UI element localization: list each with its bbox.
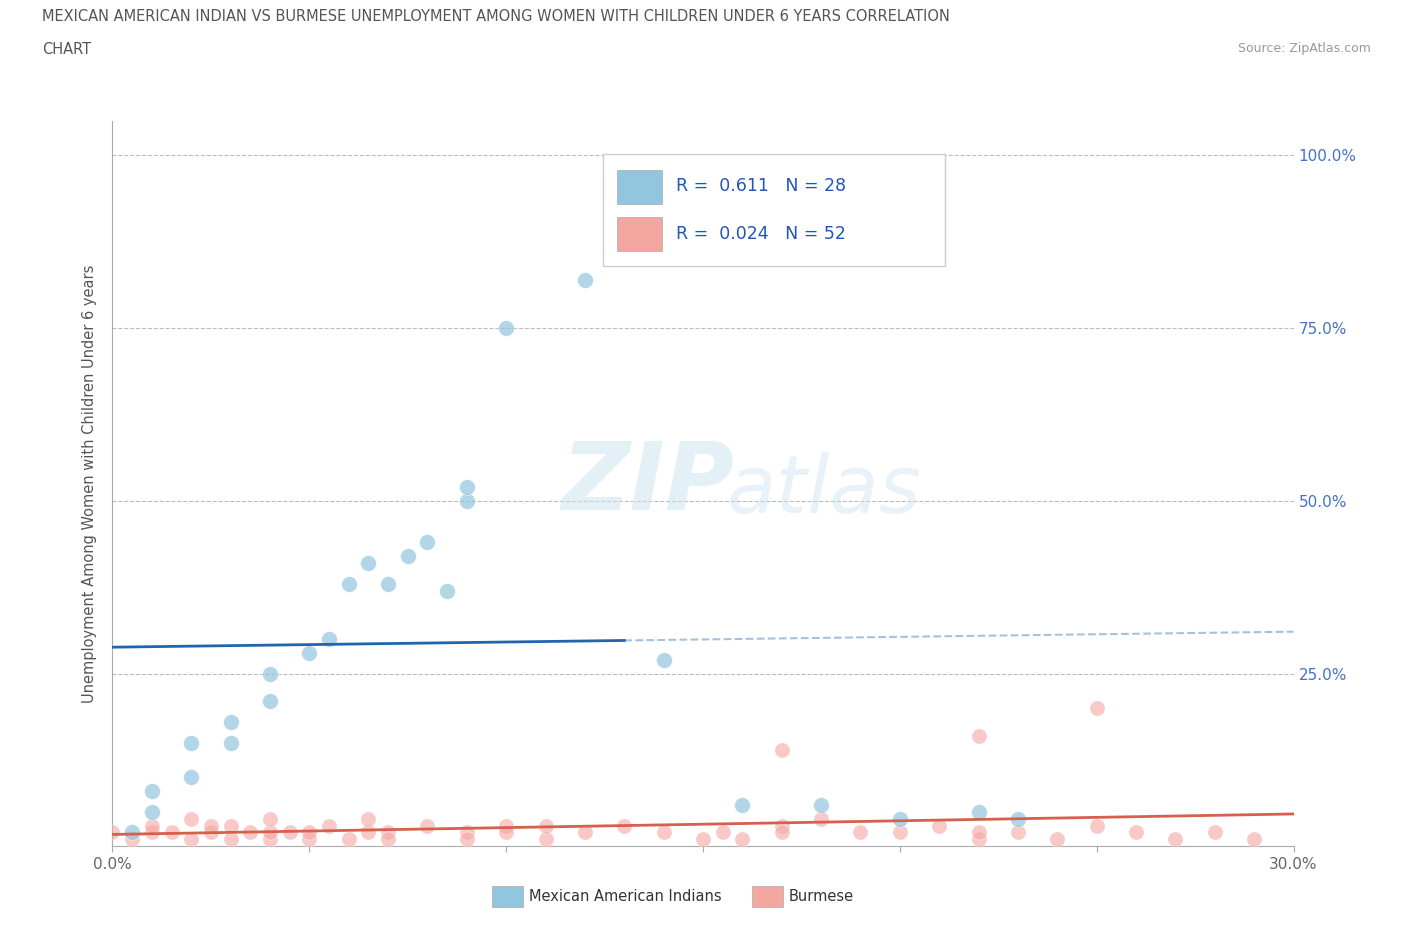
Text: Mexican American Indians: Mexican American Indians xyxy=(529,889,721,904)
FancyBboxPatch shape xyxy=(617,217,662,251)
Point xyxy=(731,797,754,812)
Point xyxy=(456,825,478,840)
Point xyxy=(298,832,321,847)
Point xyxy=(711,825,734,840)
Point xyxy=(495,818,517,833)
Point xyxy=(298,825,321,840)
Point xyxy=(770,825,793,840)
Point xyxy=(259,694,281,709)
Point xyxy=(180,832,202,847)
Point xyxy=(141,804,163,819)
Point xyxy=(259,832,281,847)
FancyBboxPatch shape xyxy=(617,169,662,205)
Point xyxy=(141,784,163,799)
Point xyxy=(219,818,242,833)
Point xyxy=(318,818,340,833)
Text: Burmese: Burmese xyxy=(789,889,853,904)
Point xyxy=(416,535,439,550)
Point xyxy=(180,811,202,826)
Point xyxy=(652,825,675,840)
Point xyxy=(1085,700,1108,715)
Point xyxy=(1046,832,1069,847)
Point xyxy=(967,825,990,840)
Point xyxy=(357,555,380,570)
Point xyxy=(652,652,675,667)
Point xyxy=(495,321,517,336)
Point xyxy=(889,811,911,826)
Text: R =  0.024   N = 52: R = 0.024 N = 52 xyxy=(676,225,846,243)
Point xyxy=(180,770,202,785)
Point xyxy=(574,272,596,287)
Point xyxy=(337,832,360,847)
Point xyxy=(456,480,478,495)
Point xyxy=(967,804,990,819)
Point xyxy=(534,818,557,833)
Text: atlas: atlas xyxy=(727,452,921,530)
Point xyxy=(298,645,321,660)
Point xyxy=(1243,832,1265,847)
Point xyxy=(731,832,754,847)
Point xyxy=(219,736,242,751)
Point xyxy=(1125,825,1147,840)
Point xyxy=(574,825,596,840)
Point xyxy=(967,832,990,847)
Point xyxy=(456,494,478,509)
Point xyxy=(101,825,124,840)
Point xyxy=(810,797,832,812)
Point xyxy=(357,825,380,840)
Text: R =  0.611   N = 28: R = 0.611 N = 28 xyxy=(676,178,846,195)
Point xyxy=(141,818,163,833)
Point xyxy=(259,666,281,681)
Point xyxy=(337,577,360,591)
Point xyxy=(613,818,636,833)
FancyBboxPatch shape xyxy=(603,153,945,266)
Point xyxy=(770,742,793,757)
Point xyxy=(416,818,439,833)
Point xyxy=(928,818,950,833)
Point xyxy=(121,825,143,840)
Point xyxy=(810,811,832,826)
Point xyxy=(770,818,793,833)
Point xyxy=(889,825,911,840)
Point xyxy=(278,825,301,840)
Point xyxy=(849,825,872,840)
Point xyxy=(180,736,202,751)
Y-axis label: Unemployment Among Women with Children Under 6 years: Unemployment Among Women with Children U… xyxy=(82,264,97,703)
Point xyxy=(396,549,419,564)
Point xyxy=(200,825,222,840)
Point xyxy=(1164,832,1187,847)
Point xyxy=(239,825,262,840)
Point xyxy=(692,832,714,847)
Text: MEXICAN AMERICAN INDIAN VS BURMESE UNEMPLOYMENT AMONG WOMEN WITH CHILDREN UNDER : MEXICAN AMERICAN INDIAN VS BURMESE UNEMP… xyxy=(42,9,950,24)
Text: CHART: CHART xyxy=(42,42,91,57)
Point xyxy=(1204,825,1226,840)
Point xyxy=(200,818,222,833)
Point xyxy=(357,811,380,826)
Point xyxy=(377,577,399,591)
Point xyxy=(613,168,636,183)
Point xyxy=(259,811,281,826)
Point xyxy=(318,631,340,646)
Point xyxy=(141,825,163,840)
Point xyxy=(1007,811,1029,826)
Point xyxy=(534,832,557,847)
Point xyxy=(219,832,242,847)
Point xyxy=(160,825,183,840)
Point xyxy=(967,728,990,743)
Point xyxy=(377,832,399,847)
Text: ZIP: ZIP xyxy=(561,438,734,529)
Point xyxy=(121,832,143,847)
Point xyxy=(1085,818,1108,833)
Point xyxy=(436,583,458,598)
Point xyxy=(377,825,399,840)
Point xyxy=(1007,825,1029,840)
Point xyxy=(219,714,242,729)
Point xyxy=(259,825,281,840)
Point xyxy=(495,825,517,840)
Point xyxy=(456,832,478,847)
Text: Source: ZipAtlas.com: Source: ZipAtlas.com xyxy=(1237,42,1371,55)
